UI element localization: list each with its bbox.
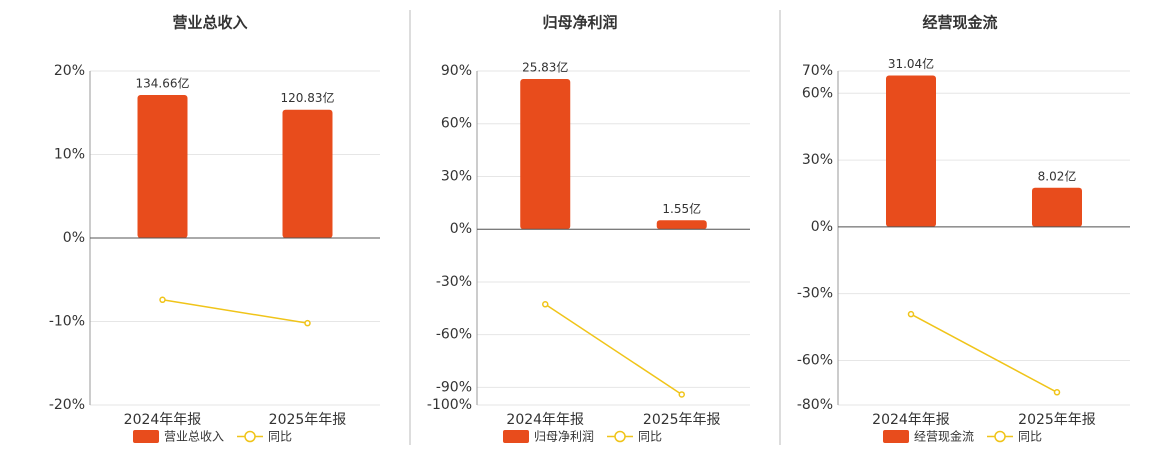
legend-label: 归母净利润 (534, 430, 594, 444)
y-tick-label: 30% (802, 152, 833, 168)
legend-swatch (883, 430, 909, 443)
chart-title: 经营现金流 (922, 14, 997, 32)
legend-label: 同比 (268, 430, 292, 444)
y-tick-label: -100% (427, 397, 472, 413)
x-tick-label: 2024年年报 (872, 412, 950, 428)
x-tick-label: 2024年年报 (506, 412, 584, 428)
line (162, 299, 308, 324)
chart-title: 营业总收入 (172, 14, 247, 32)
legend-label: 经营现金流 (914, 429, 974, 444)
legend-swatch (614, 430, 626, 443)
x-tick-label: 2024年年报 (124, 412, 202, 428)
y-tick-label: -30% (797, 286, 833, 302)
y-tick-label: -60% (797, 352, 833, 368)
y-tick-label: -10% (49, 314, 85, 330)
legend-swatch (244, 430, 256, 443)
y-tick-label: 70% (802, 63, 833, 79)
y-tick-label: 0% (811, 219, 833, 235)
legend-label: 营业总收入 (164, 430, 224, 444)
y-tick-label: 0% (450, 221, 472, 237)
legend-swatch (133, 430, 159, 443)
legend-label: 同比 (1018, 430, 1042, 444)
legend-label: 同比 (638, 430, 662, 444)
value-label: 134.66亿 (136, 76, 190, 91)
value-label: 120.83亿 (281, 90, 335, 105)
y-tick-label: -60% (436, 327, 472, 343)
y-tick-label: 10% (54, 147, 85, 163)
line-marker (304, 319, 311, 327)
legend-swatch (503, 430, 529, 443)
bar (1032, 187, 1082, 227)
chart-title: 归母净利润 (542, 14, 617, 32)
y-tick-label: 60% (441, 116, 472, 132)
y-tick-label: 0% (63, 230, 85, 246)
bar (282, 109, 333, 238)
y-tick-label: -80% (797, 397, 833, 413)
line-marker (159, 296, 166, 304)
y-tick-label: 90% (441, 63, 472, 79)
x-tick-label: 2025年年报 (269, 412, 347, 428)
line (544, 303, 683, 396)
bar (656, 220, 707, 230)
legend-swatch (994, 430, 1006, 443)
y-tick-label: 60% (802, 85, 833, 101)
y-tick-label: 30% (441, 168, 472, 184)
line (910, 313, 1058, 393)
value-label: 31.04亿 (888, 56, 934, 71)
line-marker (542, 301, 549, 308)
y-tick-label: 20% (54, 63, 85, 79)
value-label: 1.55亿 (662, 201, 701, 216)
bar (886, 75, 936, 227)
x-tick-label: 2025年年报 (643, 412, 721, 428)
value-label: 8.02亿 (1038, 168, 1077, 183)
y-tick-label: -90% (436, 379, 472, 395)
line-marker (1053, 389, 1061, 396)
line-marker (678, 391, 685, 398)
line-marker (907, 310, 915, 318)
y-tick-label: -30% (436, 274, 472, 290)
bar (520, 78, 571, 230)
y-tick-label: -20% (49, 397, 85, 413)
bar (137, 95, 188, 239)
x-tick-label: 2025年年报 (1018, 412, 1096, 428)
value-label: 25.83亿 (522, 59, 568, 74)
